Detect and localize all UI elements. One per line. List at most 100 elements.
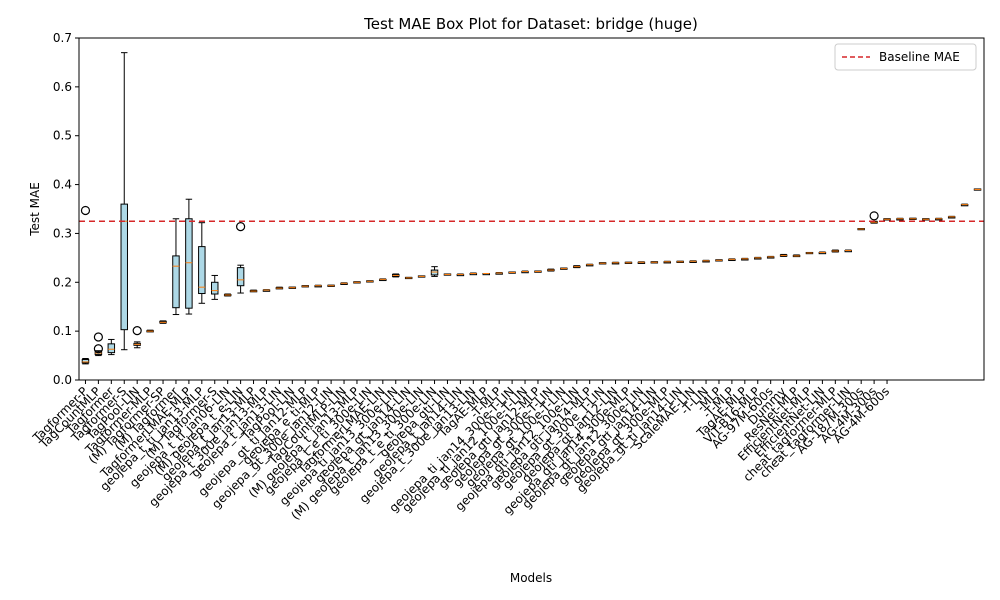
box-15 [275, 286, 284, 290]
box-65 [922, 218, 930, 221]
box-58 [831, 249, 840, 253]
box-51 [741, 257, 749, 261]
legend-baseline-label: Baseline MAE [879, 50, 960, 64]
box-7 [172, 218, 180, 316]
box-iqr [120, 203, 128, 331]
box-3 [120, 52, 128, 351]
box-36 [547, 268, 555, 272]
box-39 [585, 263, 594, 267]
box-26 [417, 275, 426, 278]
box-40 [598, 262, 607, 265]
box-69 [973, 188, 982, 191]
box-54 [779, 253, 788, 257]
box-29 [456, 273, 465, 277]
y-tick-label: 0.7 [53, 31, 72, 45]
box-66 [935, 217, 943, 221]
box-13 [249, 289, 258, 293]
box-57 [818, 251, 827, 255]
y-tick-label: 0.3 [53, 226, 72, 240]
box-11 [223, 293, 232, 297]
outlier-point [132, 326, 142, 336]
box-17 [301, 285, 309, 288]
box-67 [947, 215, 956, 219]
box-4 [132, 326, 142, 349]
legend-box [834, 43, 977, 71]
y-tick-label: 0.2 [53, 275, 72, 289]
box-37 [560, 267, 568, 270]
box-60 [857, 228, 865, 231]
box-16 [288, 286, 297, 289]
outlier-point [93, 344, 103, 354]
outlier-point [93, 332, 103, 342]
box-42 [624, 261, 633, 264]
box-48 [702, 259, 710, 263]
box-iqr [185, 218, 193, 309]
plot-area: 0.0 0.1 0.2 0.3 0.4 0.5 0.6 0.7 [53, 31, 984, 387]
y-tick-label: 0.5 [53, 129, 72, 143]
y-axis-label: Test MAE [28, 182, 42, 237]
box-30 [469, 272, 478, 276]
box-14 [262, 289, 271, 292]
box-iqr [236, 267, 245, 287]
x-axis-label: Models [510, 571, 552, 585]
box-10 [211, 274, 219, 300]
y-tick-label: 0.4 [53, 178, 72, 192]
box-53 [766, 255, 775, 259]
box-49 [715, 259, 723, 262]
box-0 [80, 205, 91, 365]
box-35 [534, 270, 542, 273]
box-46 [676, 260, 684, 263]
box-9 [198, 222, 206, 304]
box-iqr [211, 281, 219, 295]
y-tick-label: 0.1 [53, 324, 72, 338]
box-24 [392, 273, 400, 278]
legend: Baseline MAE [834, 43, 977, 71]
y-tick-label: 0.0 [53, 373, 72, 387]
outlier-point [869, 211, 879, 221]
box-iqr [107, 343, 116, 354]
box-34 [521, 270, 529, 274]
box-21 [353, 281, 361, 284]
outlier-point [80, 205, 91, 216]
box-12 [236, 221, 246, 294]
box-59 [844, 249, 852, 253]
box-25 [404, 276, 413, 280]
box-18 [314, 284, 322, 288]
box-41 [611, 261, 620, 265]
box-50 [728, 258, 736, 262]
box-27 [430, 266, 439, 277]
box-iqr [172, 255, 180, 309]
box-28 [443, 273, 452, 276]
y-tick-label: 0.6 [53, 80, 72, 94]
outlier-point [236, 221, 246, 232]
box-1 [93, 332, 103, 357]
box-6 [159, 320, 167, 324]
box-64 [909, 217, 917, 220]
box-45 [663, 260, 671, 264]
box-62 [883, 218, 891, 221]
box-55 [792, 254, 801, 258]
box-56 [805, 251, 814, 255]
box-iqr [81, 358, 90, 364]
box-33 [508, 271, 516, 274]
box-63 [896, 217, 904, 221]
box-52 [754, 256, 762, 260]
box-20 [340, 282, 348, 285]
box-22 [366, 280, 374, 283]
box-31 [482, 272, 490, 276]
box-68 [960, 203, 969, 207]
box-iqr [198, 246, 206, 295]
box-23 [379, 278, 387, 282]
plot-frame [78, 37, 985, 381]
chart-title: Test MAE Box Plot for Dataset: bridge (h… [363, 15, 698, 33]
box-2 [107, 338, 116, 356]
box-47 [689, 260, 697, 263]
box-8 [185, 198, 193, 315]
box-32 [495, 272, 503, 275]
box-44 [650, 261, 659, 264]
box-5 [146, 329, 154, 333]
box-43 [637, 261, 646, 264]
box-19 [327, 284, 335, 287]
